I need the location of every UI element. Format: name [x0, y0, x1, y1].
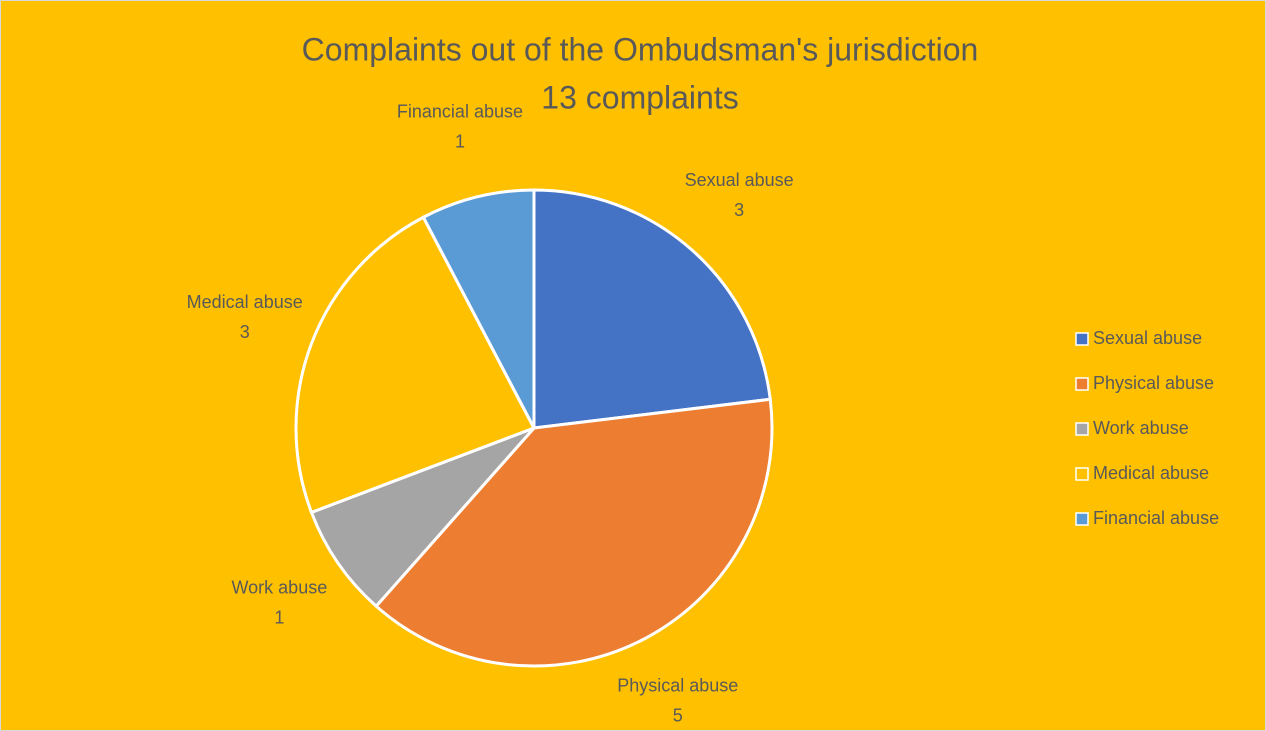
legend-label: Medical abuse	[1093, 463, 1209, 483]
data-label-name: Physical abuse	[617, 676, 738, 696]
chart-title: Complaints out of the Ombudsman's jurisd…	[302, 31, 979, 67]
pie-slice	[309, 426, 536, 609]
legend-swatch	[1075, 377, 1089, 391]
data-label-value: 1	[455, 131, 465, 151]
legend-label: Sexual abuse	[1093, 328, 1202, 348]
data-label-value: 1	[274, 608, 284, 628]
data-label-name: Medical abuse	[187, 292, 303, 312]
pie-slice	[421, 188, 536, 429]
legend-swatch	[1075, 512, 1089, 526]
data-label-value: 5	[673, 706, 683, 726]
data-label-name: Financial abuse	[397, 101, 523, 121]
legend-swatch	[1075, 332, 1089, 346]
pie-slice	[374, 397, 774, 668]
data-label-value: 3	[240, 322, 250, 342]
pie-slice	[532, 188, 772, 430]
legend-label: Physical abuse	[1093, 373, 1214, 393]
legend-label: Work abuse	[1093, 418, 1189, 438]
legend-label: Financial abuse	[1093, 508, 1219, 528]
chart-subtitle: 13 complaints	[541, 79, 738, 115]
pie-slice	[294, 215, 537, 515]
data-label-name: Work abuse	[232, 578, 328, 598]
data-label-value: 3	[734, 200, 744, 220]
data-label-name: Sexual abuse	[685, 170, 794, 190]
legend-swatch	[1075, 422, 1089, 436]
legend-swatch	[1075, 467, 1089, 481]
